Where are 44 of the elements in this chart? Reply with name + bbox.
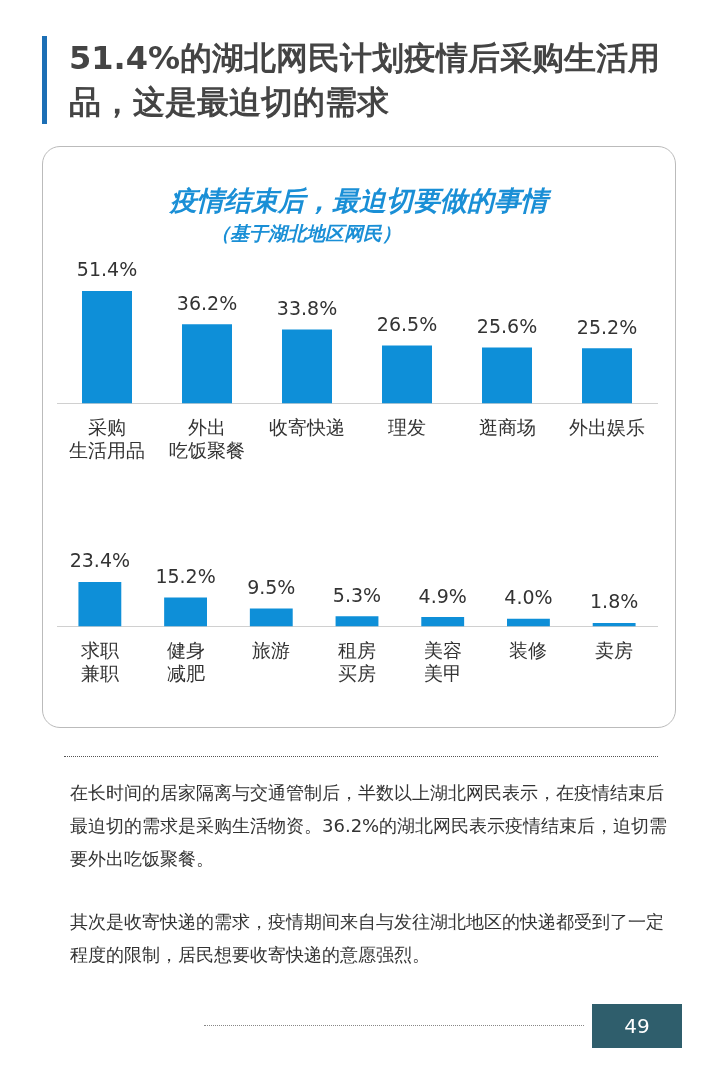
bar [335,616,379,627]
chart-subtitle: 疫情结束后，最迫切要做的事情 [168,184,553,218]
text: （基于湖北地区网民） [211,221,402,246]
text: 49 [592,1004,682,1048]
x-tick-label: 装修 [509,638,548,661]
x-tick-label: 外出娱乐 [569,415,645,438]
x-tick-label: 卖房 [595,638,634,661]
data-label: 5.3% [332,583,382,606]
data-label: 51.4% [76,258,138,281]
x-tick-label: 逛商场 [478,415,536,438]
bar [182,324,232,404]
chart-title: 51.4%的湖北网民计划疫情后采购生活用品，这是最迫切的需求 [69,38,661,123]
data-label: 25.6% [476,314,538,337]
x-tick-label: 收寄快递 [269,415,345,438]
bar [249,608,293,627]
x-tick-label: 求职兼职 [80,638,119,684]
text: 其次是收寄快递的需求，疫情期间来自与发往湖北地区的快递都受到了一定程度的限制，居民想要收寄快递的意愿强烈。 [70,910,665,967]
bar [507,618,550,627]
data-label: 23.4% [69,549,131,572]
x-tick-label: 外出吃饭聚餐 [169,415,245,461]
data-label: 25.2% [576,315,638,338]
data-label: 33.8% [276,296,338,319]
bar [82,291,132,404]
bar [482,347,532,404]
text: 在长时间的居家隔离与交通管制后，半数以上湖北网民表示，在疫情结束后最迫切的需求是采购生活物资。36.2%的湖北网民表示疫情结束后，迫切需要外出吃饭聚餐。 [70,781,669,871]
bar [421,617,465,627]
x-tick-label: 旅游 [252,638,291,661]
x-tick-label: 采购生活用品 [69,415,145,461]
data-label: 15.2% [155,565,216,588]
x-tick-label: 租房买房 [338,638,376,684]
bar [282,329,332,404]
data-label: 4.9% [418,584,467,607]
x-tick-label: 健身减肥 [166,638,205,684]
bar [382,345,432,404]
data-label: 36.2% [176,291,238,314]
bar [78,582,122,627]
data-label: 1.8% [590,590,639,613]
bar [164,597,207,627]
x-tick-label: 美容美甲 [423,638,462,684]
data-label: 4.0% [504,586,553,609]
bar [582,348,632,404]
data-label: 9.5% [247,575,296,598]
x-tick-label: 理发 [388,415,426,438]
data-label: 26.5% [376,312,438,335]
